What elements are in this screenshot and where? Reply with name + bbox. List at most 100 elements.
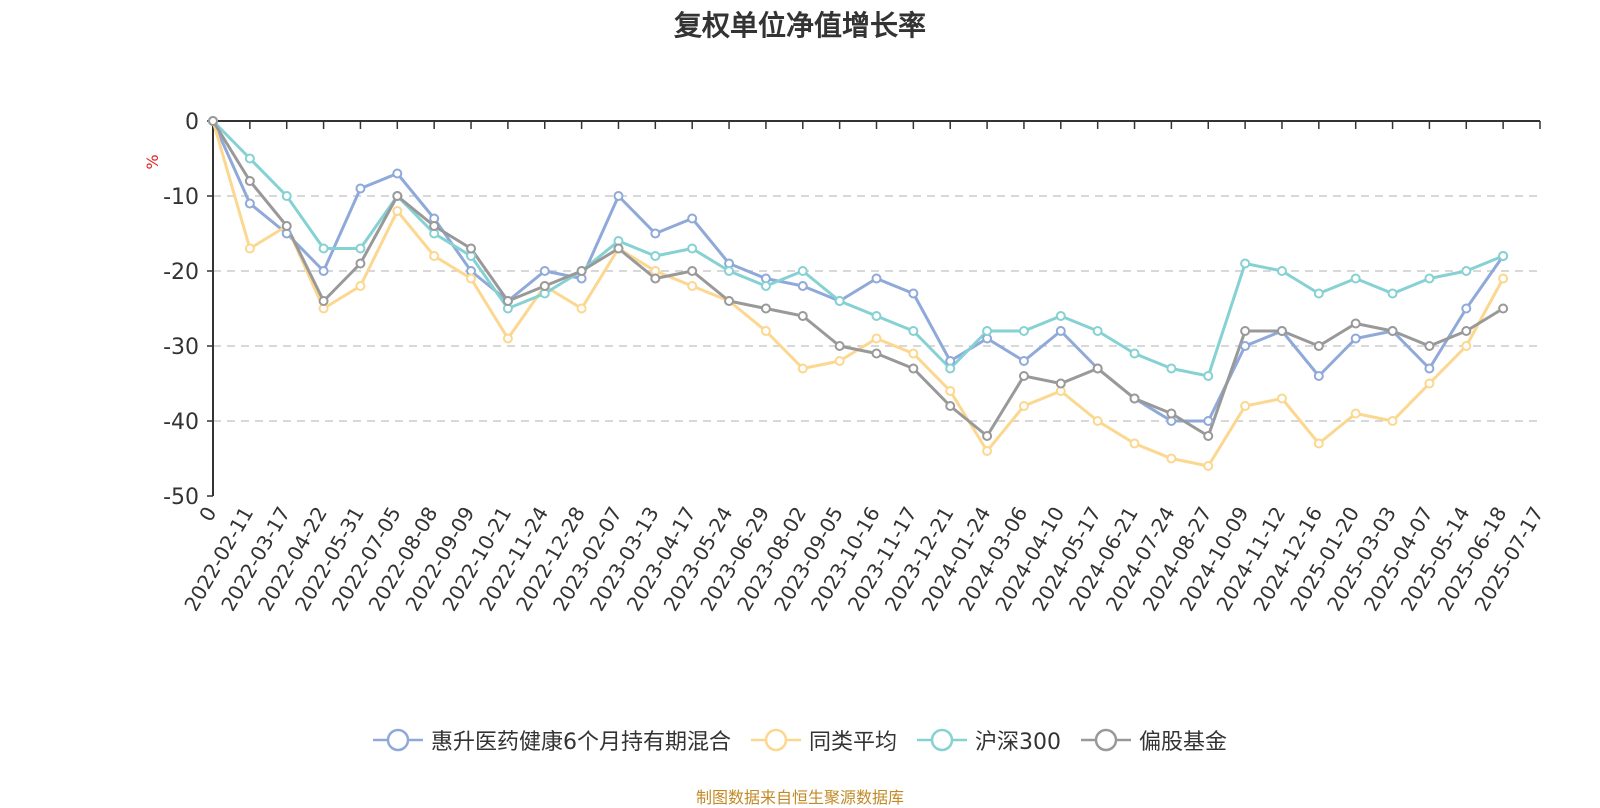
series-3-point: [208, 116, 218, 126]
series-3-point: [760, 303, 771, 314]
series-0-point: [1313, 371, 1324, 381]
series-3-point: [539, 281, 550, 291]
series-3-point: [1276, 326, 1287, 336]
series-3-point: [982, 431, 993, 441]
series-1-point: [1276, 393, 1287, 404]
series-line-2: [211, 119, 1504, 378]
series-1-point: [502, 333, 513, 344]
series-0-point: [650, 228, 661, 239]
series-3-point: [687, 266, 698, 276]
series-1-point: [1092, 416, 1103, 426]
series-2-point: [650, 251, 661, 261]
legend-label: 同类平均: [808, 730, 897, 755]
y-tick-label: -10: [163, 185, 199, 210]
series-3-point: [1166, 408, 1177, 419]
y-axis-label: %: [143, 154, 162, 169]
legend-item-2[interactable]: 沪深300: [917, 724, 1061, 756]
legend-label: 惠升医药健康6个月持有期混合: [430, 730, 731, 755]
series-0-point: [1350, 333, 1361, 344]
series-line-0: [211, 120, 1505, 423]
series-layer: [211, 119, 1505, 468]
series-3-point: [908, 363, 919, 374]
series-3-point: [613, 243, 624, 254]
series-3-point: [1203, 431, 1214, 441]
series-3-point: [244, 176, 255, 186]
y-tick-label: -20: [163, 260, 199, 285]
series-3-point: [281, 221, 292, 231]
series-0-point: [244, 198, 255, 209]
series-2-point: [1018, 326, 1029, 336]
series-3-point: [1498, 303, 1509, 314]
series-3-point: [1350, 318, 1361, 329]
series-2-point: [1424, 273, 1435, 284]
series-0-point: [1461, 303, 1472, 314]
series-3-point: [576, 266, 587, 276]
series-1-point: [1240, 401, 1251, 411]
series-2-point: [945, 363, 956, 374]
legend-item-1[interactable]: 同类平均: [750, 724, 897, 756]
series-1-point: [982, 446, 993, 456]
series-3-point: [797, 311, 808, 321]
series-2-point: [687, 243, 698, 254]
series-1-point: [1203, 461, 1214, 471]
series-0-point: [797, 281, 808, 291]
legend-item-0[interactable]: 惠升医药健康6个月持有期混合: [372, 724, 731, 756]
y-tick-label: -30: [163, 335, 199, 360]
series-3-point: [1424, 341, 1435, 351]
series-1-point: [1166, 453, 1177, 464]
chart-svg: 0-10-20-30-40-50%02022-02-112022-03-1720…: [143, 110, 1548, 615]
legend-label: 偏股基金: [1139, 730, 1228, 755]
legend-item-3[interactable]: 偏股基金: [1081, 724, 1227, 756]
series-3-point: [871, 348, 882, 359]
series-1-point: [392, 206, 403, 216]
series-line-3: [211, 120, 1504, 438]
series-2-point: [1092, 326, 1103, 336]
series-3-point: [1018, 371, 1029, 381]
series-3-point: [1387, 326, 1398, 336]
chart-title: 复权单位净值增长率: [673, 9, 926, 42]
series-0-point: [355, 183, 366, 194]
series-0-point: [1055, 326, 1066, 336]
x-origin-label: 0: [194, 503, 221, 526]
series-2-point: [1240, 258, 1251, 269]
series-3-point: [466, 243, 477, 254]
series-0-point: [613, 191, 624, 201]
series-2-point: [1203, 371, 1214, 381]
series-1-point: [797, 363, 808, 374]
legend: 惠升医药健康6个月持有期混合 同类平均 沪深300 偏股基金: [0, 724, 1600, 756]
series-2-point: [760, 281, 771, 291]
series-1-point: [429, 251, 440, 261]
series-0-point: [1240, 341, 1251, 351]
series-2-point: [355, 243, 366, 254]
series-1-point: [1129, 438, 1140, 449]
series-3-point: [834, 341, 845, 351]
series-2-point: [871, 311, 882, 321]
y-tick-label: 0: [185, 110, 199, 135]
y-tick-label: -40: [163, 410, 199, 435]
grid-layer: [213, 195, 1540, 422]
series-1-point: [834, 356, 845, 366]
series-1-point: [1387, 416, 1398, 426]
series-3-point: [392, 191, 403, 201]
series-1-point: [908, 348, 919, 359]
series-1-point: [871, 333, 882, 344]
axis-layer: 0-10-20-30-40-50%02022-02-112022-03-1720…: [143, 110, 1548, 615]
series-1-point: [1461, 341, 1472, 351]
legend-marker-icon: [1081, 728, 1131, 752]
source-note: 制图数据来自恒生聚源数据库: [695, 788, 904, 807]
legend-label: 沪深300: [975, 730, 1061, 755]
series-3-point: [1055, 378, 1066, 389]
series-3-point: [502, 296, 513, 306]
series-3-point: [429, 221, 440, 231]
series-2-point: [724, 266, 735, 276]
series-2-point: [1350, 273, 1361, 284]
series-2-point: [908, 326, 919, 336]
series-line-1: [211, 120, 1505, 468]
series-2-point: [797, 266, 808, 276]
series-3-point: [1461, 326, 1472, 336]
series-1-point: [1313, 438, 1324, 449]
series-0-point: [318, 266, 329, 276]
series-1-point: [945, 386, 956, 396]
series-1-point: [687, 281, 698, 291]
series-0-point: [1203, 416, 1214, 426]
